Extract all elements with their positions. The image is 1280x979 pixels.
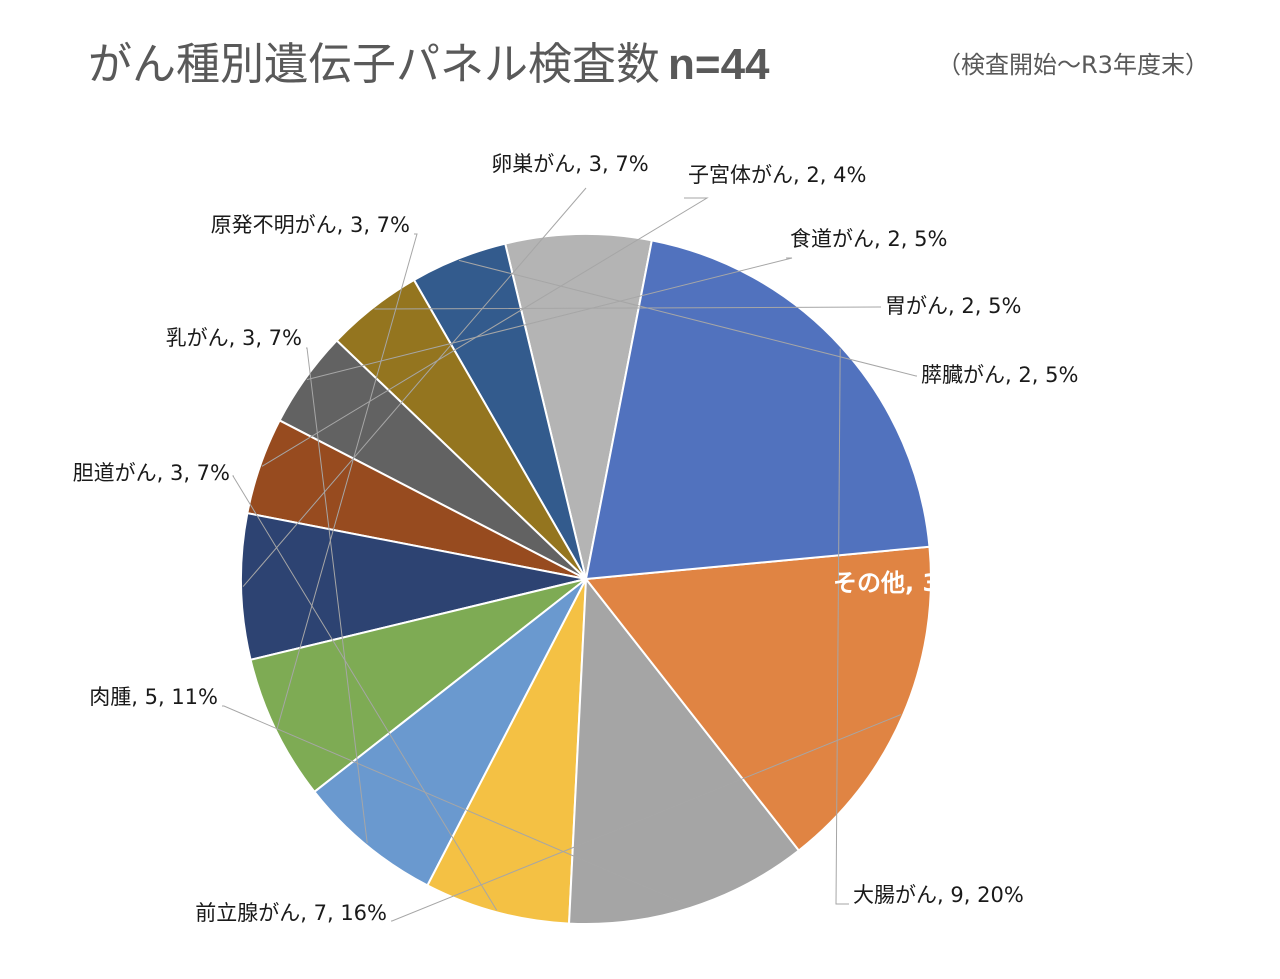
slice-label: 子宮体がん, 2, 4%	[688, 163, 866, 187]
chart-subtitle: （検査開始～R3年度末）	[937, 51, 1209, 79]
pie-slice	[426, 578, 587, 925]
label-separator: ,	[901, 227, 914, 251]
chart-title: がん種別遺伝子パネル検査数 n=44	[88, 28, 770, 92]
label-part: 膵臓がん	[921, 363, 1005, 387]
label-separator: ,	[337, 213, 350, 237]
leader-line	[374, 306, 881, 310]
label-separator: ,	[183, 461, 196, 485]
label-separator: ,	[255, 326, 268, 350]
label-separator: ,	[157, 461, 170, 485]
slice-label: その他, 3, 6%	[833, 569, 997, 597]
label-part: その他	[833, 569, 905, 597]
label-part: 3	[170, 461, 183, 485]
pie-slice	[313, 578, 587, 887]
label-part: 胆道がん	[73, 461, 157, 485]
label-part: 3	[242, 326, 255, 350]
label-part: 原発不明がん	[211, 213, 337, 237]
slice-label: 乳がん, 3, 7%	[166, 326, 302, 350]
leader-line	[835, 348, 849, 905]
label-separator: ,	[905, 569, 922, 597]
label-part: 子宮体がん	[688, 163, 793, 187]
label-part: 5%	[914, 227, 947, 251]
label-part: 5	[145, 685, 158, 709]
leader-line	[232, 475, 498, 911]
label-part: 2	[1018, 363, 1031, 387]
leader-line	[242, 187, 587, 587]
label-part: 胃がん	[885, 294, 948, 318]
label-part: 7%	[269, 326, 302, 350]
label-part: 前立腺がん	[195, 901, 300, 925]
slice-label: 食道がん, 2, 5%	[790, 227, 947, 251]
label-separator: ,	[602, 152, 615, 176]
pie-slice	[249, 578, 587, 794]
label-separator: ,	[158, 685, 171, 709]
slice-label: 前立腺がん, 7, 16%	[195, 901, 387, 925]
label-part: 7%	[197, 461, 230, 485]
slice-label: 胃がん, 2, 5%	[885, 294, 1021, 318]
chart-title-text: がん種別遺伝子パネル検査数	[88, 39, 660, 90]
label-separator: ,	[327, 901, 340, 925]
sample-size-label: n=44	[668, 40, 770, 89]
slice-label: 肉腫, 5, 11%	[89, 685, 218, 709]
label-separator: ,	[939, 569, 956, 597]
pie-slices	[240, 233, 932, 925]
pie-slice	[584, 239, 931, 581]
label-separator: ,	[300, 901, 313, 925]
label-part: 3	[922, 569, 939, 597]
label-part: 7%	[377, 213, 410, 237]
label-separator: ,	[975, 294, 988, 318]
label-separator: ,	[820, 163, 833, 187]
slice-label: 大腸がん, 9, 20%	[853, 883, 1024, 907]
label-part: 乳がん	[166, 326, 229, 350]
leader-line	[458, 259, 917, 377]
slice-label: 膵臓がん, 2, 5%	[921, 363, 1078, 387]
label-separator: ,	[948, 294, 961, 318]
label-part: 大腸がん	[853, 883, 937, 907]
label-part: 16%	[340, 901, 387, 925]
label-separator: ,	[793, 163, 806, 187]
leader-line	[276, 233, 418, 729]
label-separator: ,	[363, 213, 376, 237]
label-part: 6%	[957, 569, 998, 597]
leader-line	[261, 197, 709, 467]
label-separator: ,	[964, 883, 977, 907]
label-part: 2	[806, 163, 819, 187]
label-part: 2	[887, 227, 900, 251]
slice-labels: その他, 3, 6%膵臓がん, 2, 5%胃がん, 2, 5%食道がん, 2, …	[73, 152, 1079, 925]
slice-label: 原発不明がん, 3, 7%	[211, 213, 410, 237]
slice-label: 胆道がん, 3, 7%	[73, 461, 230, 485]
label-part: 5%	[988, 294, 1021, 318]
leader-line	[306, 257, 793, 381]
label-separator: ,	[1005, 363, 1018, 387]
pie-slice	[567, 576, 801, 925]
label-separator: ,	[131, 685, 144, 709]
label-separator: ,	[229, 326, 242, 350]
label-part: 9	[950, 883, 963, 907]
leader-line	[306, 347, 368, 844]
label-part: 7	[314, 901, 327, 925]
label-part: 3	[589, 152, 602, 176]
label-part: 卵巣がん	[491, 152, 575, 176]
pie-slice	[584, 545, 932, 852]
label-part: 2	[961, 294, 974, 318]
slice-label: 卵巣がん, 3, 7%	[491, 152, 648, 176]
label-part: 4%	[833, 163, 866, 187]
label-separator: ,	[1032, 363, 1045, 387]
label-part: 3	[350, 213, 363, 237]
label-separator: ,	[575, 152, 588, 176]
label-part: 11%	[171, 685, 218, 709]
leader-lines	[222, 187, 917, 922]
label-separator: ,	[937, 883, 950, 907]
label-part: 肉腫	[89, 685, 131, 709]
leader-line	[222, 705, 691, 907]
label-part: 7%	[615, 152, 648, 176]
label-part: 20%	[977, 883, 1024, 907]
label-part: 5%	[1045, 363, 1078, 387]
label-part: 食道がん	[790, 227, 874, 251]
leader-line	[391, 714, 902, 922]
label-separator: ,	[874, 227, 887, 251]
